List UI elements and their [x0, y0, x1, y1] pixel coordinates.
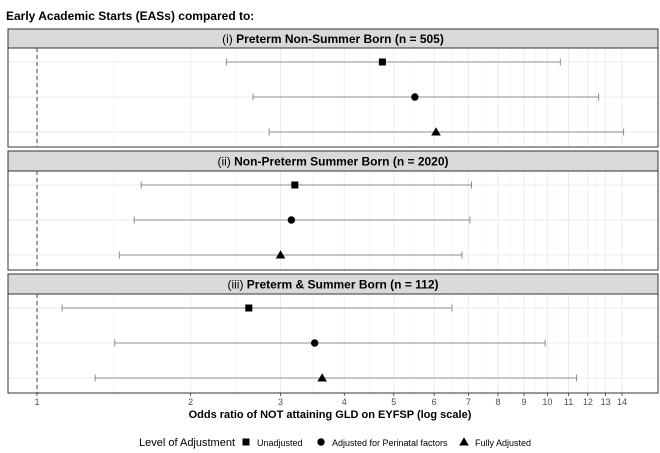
figure-title: Early Academic Starts (EASs) compared to… [6, 9, 254, 23]
panel-title: Preterm Non-Summer Born (n = 505) [236, 32, 444, 46]
panel-border [7, 170, 659, 271]
x-tick-label: 1 [34, 397, 39, 407]
panel-title: Preterm & Summer Born (n = 112) [247, 278, 439, 292]
x-tick-label: 10 [542, 397, 552, 407]
panel-3: (iii) Preterm & Summer Born (n = 112) [7, 273, 659, 394]
panel-border [7, 47, 659, 148]
point-estimate [317, 373, 327, 382]
x-tick-label: 12 [583, 397, 593, 407]
x-axis-title: Odds ratio of NOT attaining GLD on EYFSP… [189, 409, 472, 421]
x-tick-label: 7 [466, 397, 471, 407]
point-estimate [275, 250, 286, 259]
x-tick-label: 3 [278, 397, 283, 407]
legend-item-label: Fully Adjusted [475, 438, 531, 448]
x-tick-label: 2 [188, 397, 193, 407]
panel-strip-title: (ii) Non-Preterm Summer Born (n = 2020) [217, 155, 448, 169]
legend-key-circle [317, 438, 325, 446]
panel-strip-title: (i) Preterm Non-Summer Born (n = 505) [222, 32, 444, 46]
panel-border [7, 293, 659, 394]
legend-key-square [242, 438, 250, 446]
x-axis: 1 2 3 4 5 6 7 8 9 10 11 12 13 14 [34, 393, 627, 407]
x-tick-label: 11 [564, 397, 573, 407]
legend-item-label: Adjusted for Perinatal factors [332, 438, 448, 448]
point-estimate [245, 304, 253, 312]
panel-prefix: (i) [222, 32, 236, 46]
x-tick-label: 9 [522, 397, 527, 407]
panel-prefix: (iii) [227, 278, 246, 292]
point-estimate [431, 127, 441, 136]
panels-group: (i) Preterm Non-Summer Born (n = 505) (ii… [7, 28, 659, 394]
x-tick-label: 8 [495, 397, 500, 407]
panel-strip-title: (iii) Preterm & Summer Born (n = 112) [227, 278, 438, 292]
panel-2: (ii) Non-Preterm Summer Born (n = 2020) [7, 150, 659, 271]
point-estimate [378, 58, 386, 66]
point-estimate [411, 93, 419, 101]
x-tick-label: 5 [391, 397, 396, 407]
legend-item-label: Unadjusted [257, 438, 303, 448]
point-estimate [291, 181, 299, 189]
x-tick-label: 14 [617, 397, 627, 407]
panel-title: Non-Preterm Summer Born (n = 2020) [234, 155, 448, 169]
point-estimate [311, 339, 319, 347]
point-estimate [287, 216, 296, 224]
panel-1: (i) Preterm Non-Summer Born (n = 505) [7, 28, 659, 148]
x-tick-label: 4 [342, 397, 347, 407]
legend: Level of Adjustment Unadjusted Adjusted fo… [139, 437, 531, 449]
panel-prefix: (ii) [217, 155, 234, 169]
legend-title: Level of Adjustment [139, 437, 235, 449]
x-tick-label: 13 [601, 397, 611, 407]
x-tick-label: 6 [432, 397, 437, 407]
legend-key-triangle [459, 437, 469, 446]
